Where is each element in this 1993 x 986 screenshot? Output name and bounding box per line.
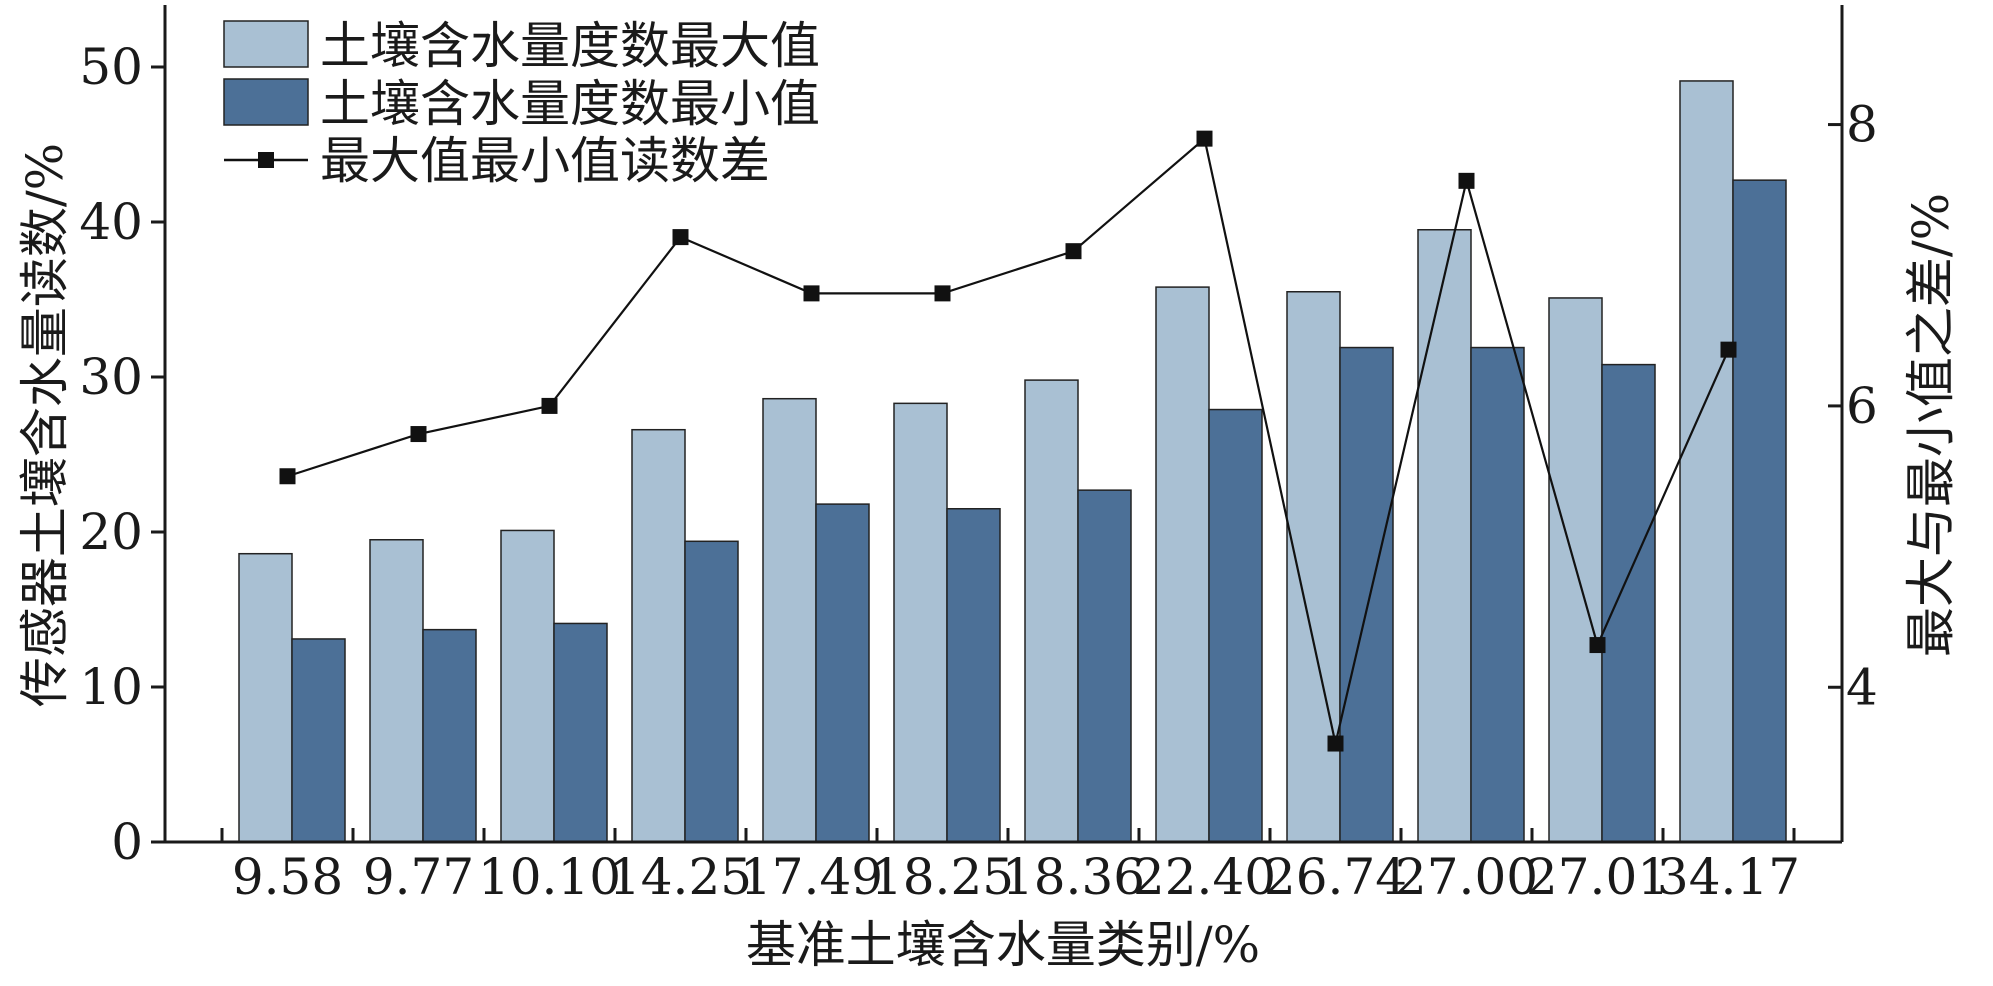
legend-label-1: 土壤含水量度数最小值 <box>320 75 820 133</box>
axis-titles: 基准土壤含水量类别/% 传感器土壤含水量读数/% 最大与最小值之差/% <box>16 143 1960 974</box>
y-tick-label: 40 <box>79 193 143 251</box>
diff-marker-18.25 <box>934 285 951 302</box>
diff-marker-18.36 <box>1065 243 1082 260</box>
bar-min-18.36 <box>1077 489 1132 843</box>
bar-min-27.01 <box>1601 363 1656 843</box>
x-tick-label: 27.00 <box>1395 848 1538 906</box>
bar-max-14.25 <box>631 428 686 843</box>
x-tick-label: 9.77 <box>363 848 474 906</box>
bar-min-27.00 <box>1470 346 1525 843</box>
bar-max-18.36 <box>1024 379 1079 843</box>
x-axis-title: 基准土壤含水量类别/% <box>746 916 1260 974</box>
y-tick-label: 30 <box>79 348 143 406</box>
y-tick-label: 0 <box>111 813 143 871</box>
y2-axis-title: 最大与最小值之差/% <box>1902 193 1960 657</box>
x-tick-label: 22.40 <box>1133 848 1276 906</box>
bar-max-34.17 <box>1679 80 1734 843</box>
legend-swatch-1 <box>223 78 309 126</box>
bar-min-26.74 <box>1339 346 1394 843</box>
bar-min-17.49 <box>815 503 870 843</box>
diff-marker-27.01 <box>1589 637 1606 654</box>
y2-tick-label: 4 <box>1846 658 1878 716</box>
y2-tick-label: 6 <box>1846 377 1878 435</box>
line-layer <box>279 130 1737 752</box>
bar-max-27.00 <box>1417 229 1472 843</box>
bar-max-17.49 <box>762 397 817 843</box>
y-axis-title: 传感器土壤含水量读数/% <box>16 143 74 707</box>
legend-label-2: 最大值最小值读数差 <box>320 132 770 190</box>
x-tick-label: 18.36 <box>1002 848 1145 906</box>
x-tick-label: 14.25 <box>609 848 752 906</box>
x-tick-label: 18.25 <box>871 848 1014 906</box>
diff-marker-34.17 <box>1720 341 1737 358</box>
bar-min-34.17 <box>1732 179 1787 843</box>
y-tick-label: 50 <box>79 38 143 96</box>
bar-max-9.77 <box>369 539 424 843</box>
bar-max-9.58 <box>238 552 293 843</box>
bars-layer <box>238 80 1787 843</box>
x-tick-label: 9.58 <box>232 848 343 906</box>
bar-max-18.25 <box>893 402 948 843</box>
x-tick-label: 26.74 <box>1264 848 1407 906</box>
bar-min-14.25 <box>684 540 739 843</box>
bar-max-10.10 <box>500 529 555 843</box>
bar-min-10.10 <box>553 622 608 843</box>
diff-line <box>287 136 1730 744</box>
bar-min-18.25 <box>946 508 1001 843</box>
diff-marker-22.40 <box>1196 130 1213 147</box>
diff-marker-26.74 <box>1327 735 1344 752</box>
diff-marker-9.77 <box>410 426 427 443</box>
y-tick-label: 10 <box>79 658 143 716</box>
x-tick-label: 17.49 <box>740 848 883 906</box>
bar-min-22.40 <box>1208 408 1263 843</box>
bar-max-22.40 <box>1155 286 1210 843</box>
x-tick-label: 27.01 <box>1526 848 1669 906</box>
diff-marker-17.49 <box>803 285 820 302</box>
diff-marker-10.10 <box>541 397 558 414</box>
x-tick-label: 34.17 <box>1657 848 1800 906</box>
bar-max-26.74 <box>1286 291 1341 843</box>
bar-min-9.58 <box>291 638 346 843</box>
diff-marker-14.25 <box>672 229 689 246</box>
legend-marker <box>258 152 274 168</box>
legend-label-0: 土壤含水量度数最大值 <box>320 17 820 75</box>
legend-swatch-0 <box>223 20 309 68</box>
diff-marker-27.00 <box>1458 172 1475 189</box>
y-tick-label: 20 <box>79 503 143 561</box>
bar-min-9.77 <box>422 628 477 843</box>
diff-marker-9.58 <box>279 468 296 485</box>
x-tick-label: 10.10 <box>478 848 621 906</box>
y2-tick-label: 8 <box>1846 96 1878 154</box>
